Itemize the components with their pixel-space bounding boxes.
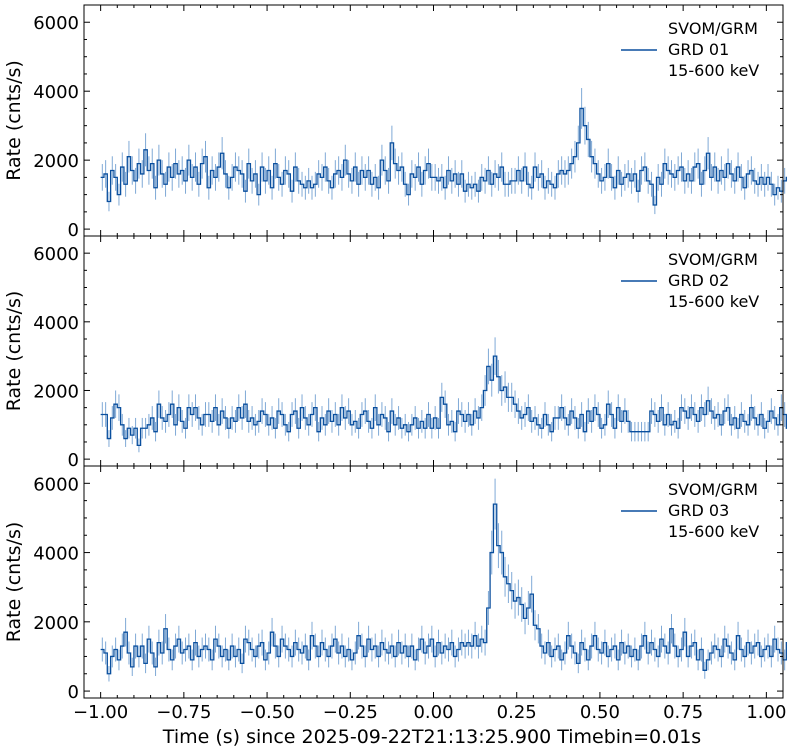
panel-2-legend-line-3: 15-600 keV [668, 292, 759, 311]
x-tick-label: 0.50 [580, 702, 620, 723]
panel-1-legend-line-1: SVOM/GRM [668, 19, 758, 38]
panel-1-yticks: 0 2000 4000 6000 [33, 4, 784, 241]
panel-1-legend-line-3: 15-600 keV [668, 61, 759, 80]
panel-2-ytick-label: 2000 [33, 381, 79, 402]
x-tick-label: −0.75 [156, 702, 211, 723]
panel-3-yticks: 0 2000 4000 6000 [33, 465, 784, 703]
panel-1-errorbars [101, 88, 786, 215]
panel-2-errorbars [101, 337, 786, 453]
panel-2-legend-line-2: GRD 02 [668, 271, 729, 290]
panel-1-step-line [100, 107, 787, 206]
panel-3-legend-line-1: SVOM/GRM [668, 480, 758, 499]
panel-3-legend-line-2: GRD 03 [668, 501, 729, 520]
panel-1-ytick-label: 6000 [33, 13, 79, 34]
panel-2-ytick-label: 4000 [33, 313, 79, 334]
panel-1-ytick-label: 0 [68, 220, 79, 241]
panel-3-ytick-label: 2000 [33, 613, 79, 634]
panel-3-frame [83, 465, 784, 699]
panel-2-ytick-label: 6000 [33, 244, 79, 265]
x-tick-label: 0.25 [497, 702, 537, 723]
panel-2-step-line [100, 355, 787, 447]
panel-2-ytick-label: 0 [68, 450, 79, 471]
panel-2: 0 2000 4000 6000 Rate (cnts/s) SVOM/GRM GRD… [3, 235, 787, 471]
x-tick-label: −1.00 [73, 702, 128, 723]
x-tick-label: 0.75 [663, 702, 703, 723]
x-tick-label: 0.00 [413, 702, 453, 723]
panel-3-legend: SVOM/GRM GRD 03 15-600 keV [621, 480, 759, 541]
panel-3-step-line [100, 503, 787, 675]
x-tick-label: −0.25 [323, 702, 378, 723]
x-axis-label: Time (s) since 2025-09-22T21:13:25.900 T… [162, 726, 701, 748]
panel-1-legend: SVOM/GRM GRD 01 15-600 keV [621, 19, 759, 80]
panel-3-legend-line-3: 15-600 keV [668, 522, 759, 541]
x-tick-label: −0.50 [239, 702, 294, 723]
panel-3: 0 2000 4000 6000 Rate (cnts/s) SVOM/GRM GRD… [3, 465, 787, 703]
panel-1-ylabel: Rate (cnts/s) [3, 60, 25, 181]
x-axis-ticks: −1.00 −0.75 −0.50 −0.25 0.00 0.25 0.50 0.75 1.00 [73, 702, 786, 723]
panel-1: 0 2000 4000 6000 Rate (cnts/s) SVOM/GRM GRD… [3, 4, 787, 241]
panel-1-ytick-label: 4000 [33, 82, 79, 103]
panel-3-ytick-label: 6000 [33, 474, 79, 495]
panel-2-legend: SVOM/GRM GRD 02 15-600 keV [621, 250, 759, 311]
panel-1-legend-line-2: GRD 01 [668, 40, 729, 59]
panel-3-ytick-label: 0 [68, 682, 79, 703]
panel-1-ytick-label: 2000 [33, 151, 79, 172]
panel-2-ylabel: Rate (cnts/s) [3, 291, 25, 412]
panel-2-legend-line-1: SVOM/GRM [668, 250, 758, 269]
panel-3-ytick-label: 4000 [33, 544, 79, 565]
x-tick-label: 1.00 [746, 702, 786, 723]
panel-3-ylabel: Rate (cnts/s) [3, 522, 25, 643]
